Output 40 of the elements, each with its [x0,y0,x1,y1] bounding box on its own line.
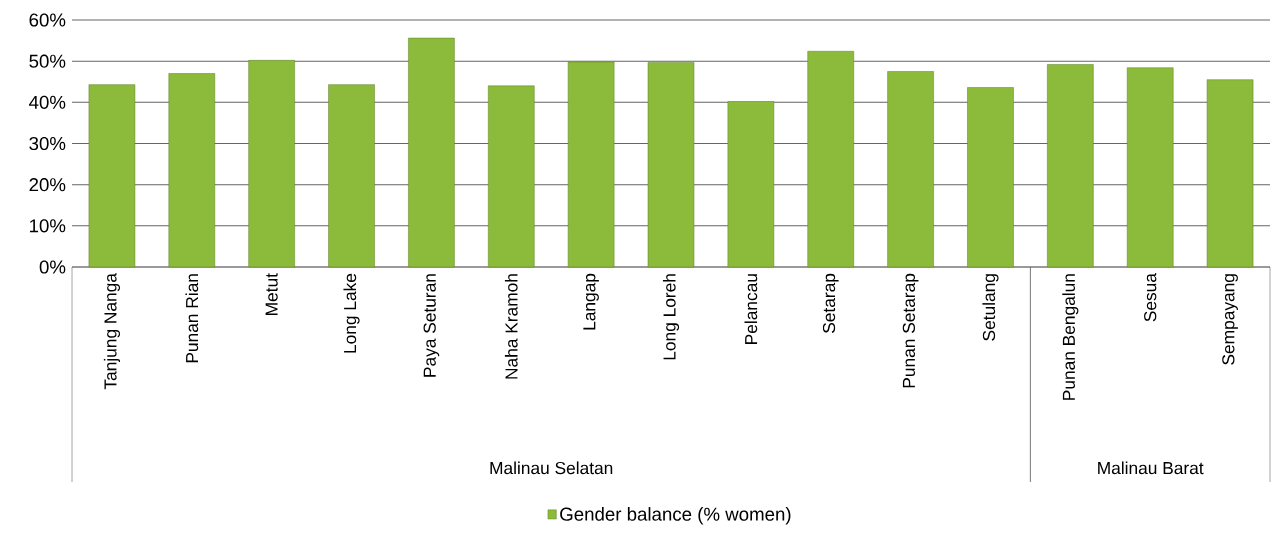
x-tick-label: Sempayang [1222,274,1238,365]
bar [567,61,615,268]
text: Malinau Barat [1098,461,1204,475]
x-tick-label: Langap [583,273,599,330]
y-tick-label: 10% [30,219,66,233]
x-tick-label: Pelancau [744,274,758,344]
bar [807,51,855,268]
x-tick-label: Tanjung Nanga [103,273,121,390]
y-tick-label: 40% [29,95,66,109]
x-tick-label: Long Loreh [662,274,680,360]
x-tick-label: Punan Bengalun [1062,274,1079,400]
x-tick-label: Setarap [822,273,839,333]
bar [647,62,695,268]
legend-label: Gender balance (% women) [560,507,791,525]
bar [88,84,136,268]
bar [1047,64,1094,268]
bar [168,73,216,268]
bar [488,85,535,268]
bar [887,71,934,268]
x-tick-label: Naha Kramoh [504,274,518,379]
bar [1126,67,1174,268]
x-tick-label: Punan Rian [185,274,199,363]
bar [248,60,295,268]
text: Malinau Selatan [490,461,613,475]
y-tick-label: 30% [29,136,66,151]
x-tick-label: Sesua [1144,273,1157,322]
x-tick-label: Punan Setarap [902,273,919,388]
y-tick-label: 60% [29,13,66,27]
y-tick-label: 50% [29,54,66,68]
bar [727,101,775,268]
y-tick-label: 0% [39,260,66,274]
bar [967,87,1014,268]
bar [328,84,375,268]
bar [1206,79,1254,268]
x-tick-label: Long Lake [343,273,360,353]
y-tick-label: 20% [29,178,66,192]
x-tick-label: Metut [265,273,278,315]
bar [408,37,455,268]
x-tick-label: Setulang [982,274,999,341]
x-tick-label: Paya Seturan [423,274,440,377]
